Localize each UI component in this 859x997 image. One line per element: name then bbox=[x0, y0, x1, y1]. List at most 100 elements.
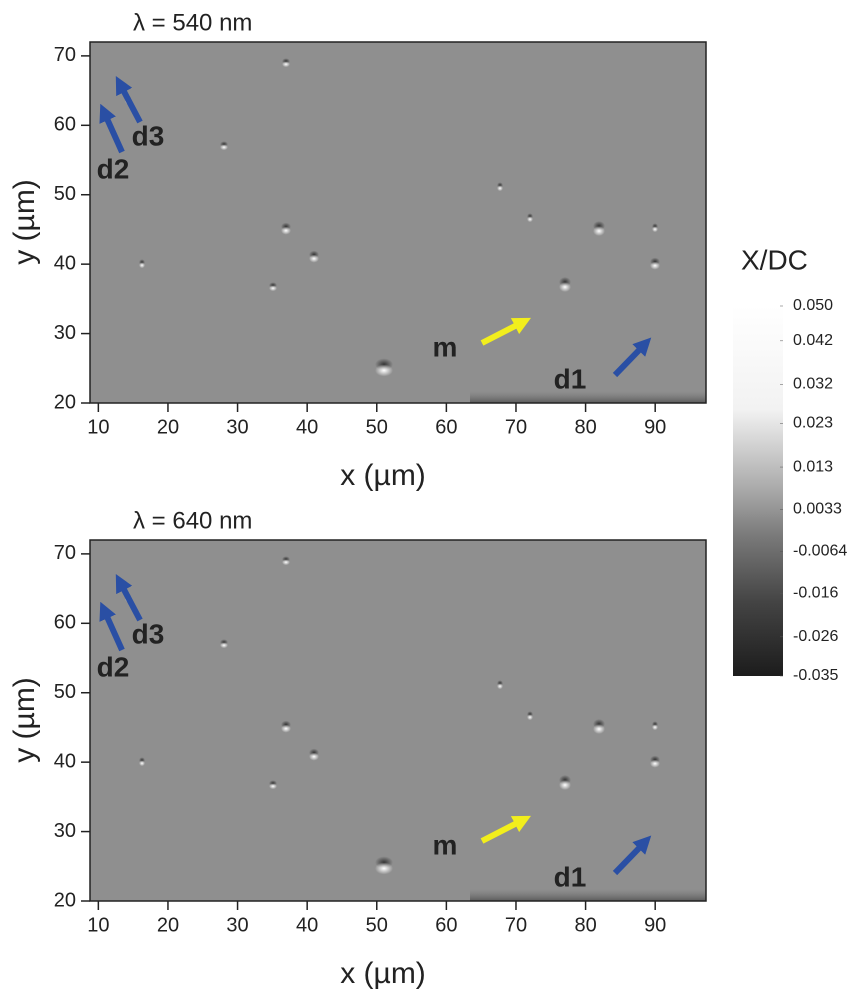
image-spot-bright bbox=[375, 364, 393, 377]
colorbar bbox=[733, 306, 783, 676]
x-tick-label: 60 bbox=[435, 914, 457, 936]
x-tick-label: 40 bbox=[296, 914, 318, 936]
x-tick-label: 30 bbox=[226, 914, 248, 936]
heatmap-image bbox=[90, 540, 706, 901]
colorbar-tick-label: -0.026 bbox=[793, 628, 838, 645]
annotation-arrow bbox=[612, 337, 652, 378]
annotation-arrow bbox=[612, 835, 652, 876]
y-tick-label: 40 bbox=[54, 750, 76, 772]
chart-title: λ = 640 nm bbox=[133, 507, 252, 534]
image-spot-bright bbox=[652, 724, 658, 731]
x-tick-label: 80 bbox=[574, 416, 596, 438]
image-spot-bright bbox=[281, 226, 291, 235]
colorbar-tick-label: 0.013 bbox=[793, 458, 833, 475]
y-tick-label: 60 bbox=[54, 612, 76, 634]
annotation-arrow bbox=[99, 103, 125, 154]
image-spot-bright bbox=[309, 752, 319, 761]
heatmap-image bbox=[90, 42, 706, 403]
y-tick-label: 70 bbox=[54, 44, 76, 66]
image-spot-bright bbox=[282, 61, 290, 68]
image-spot-bright bbox=[559, 780, 571, 790]
annotation-arrow bbox=[115, 76, 143, 124]
image-band bbox=[470, 391, 706, 403]
colorbar-tick-label: 0.032 bbox=[793, 376, 833, 393]
y-tick-label: 30 bbox=[54, 820, 76, 842]
annotation: d3 bbox=[132, 618, 165, 649]
colorbar-tick-label: 0.050 bbox=[793, 297, 833, 314]
x-tick-label: 10 bbox=[87, 914, 109, 936]
x-tick-label: 90 bbox=[644, 914, 666, 936]
y-tick-label: 70 bbox=[54, 542, 76, 564]
annotation: m bbox=[433, 829, 458, 860]
image-spot-bright bbox=[652, 226, 658, 233]
y-tick-label: 40 bbox=[54, 252, 76, 274]
y-tick-label: 20 bbox=[54, 391, 76, 413]
colorbar-tick-label: -0.0064 bbox=[793, 543, 847, 560]
y-axis-label: y (µm) bbox=[8, 179, 41, 265]
image-spot-bright bbox=[497, 683, 503, 690]
image-spot-bright bbox=[139, 262, 145, 269]
plot-frame bbox=[89, 41, 707, 404]
image-spot-bright bbox=[220, 642, 228, 649]
image-spot-bright bbox=[559, 282, 571, 292]
annotation: d1 bbox=[554, 363, 587, 394]
image-spot-bright bbox=[220, 144, 228, 151]
annotation: d3 bbox=[132, 120, 165, 151]
annotation: m bbox=[433, 331, 458, 362]
annotation: d1 bbox=[554, 861, 587, 892]
x-tick-label: 80 bbox=[574, 914, 596, 936]
colorbar-tick-label: 0.023 bbox=[793, 415, 833, 432]
x-tick-label: 70 bbox=[505, 914, 527, 936]
annotation-arrow bbox=[480, 815, 532, 844]
x-tick-label: 50 bbox=[366, 416, 388, 438]
x-tick-label: 90 bbox=[644, 416, 666, 438]
image-spot-bright bbox=[650, 261, 660, 270]
x-axis-label: x (µm) bbox=[340, 957, 426, 990]
annotation-arrow bbox=[115, 574, 143, 622]
x-tick-label: 10 bbox=[87, 416, 109, 438]
colorbar-label: X/DC bbox=[741, 244, 808, 275]
x-tick-label: 20 bbox=[157, 914, 179, 936]
image-spot-bright bbox=[309, 254, 319, 263]
image-spot-bright bbox=[527, 216, 533, 223]
image-spot-bright bbox=[269, 285, 277, 292]
image-spot-bright bbox=[281, 724, 291, 733]
chart-title: λ = 540 nm bbox=[133, 9, 252, 36]
x-tick-label: 20 bbox=[157, 416, 179, 438]
x-tick-label: 40 bbox=[296, 416, 318, 438]
image-spot-bright bbox=[375, 862, 393, 875]
image-band bbox=[470, 889, 706, 901]
y-tick-label: 50 bbox=[54, 183, 76, 205]
y-tick-label: 50 bbox=[54, 681, 76, 703]
x-tick-label: 70 bbox=[505, 416, 527, 438]
image-spot-bright bbox=[269, 783, 277, 790]
image-spot-bright bbox=[650, 759, 660, 768]
colorbar-tick-label: 0.042 bbox=[793, 332, 833, 349]
heatmap-panel bbox=[89, 539, 707, 902]
y-tick-label: 20 bbox=[54, 889, 76, 911]
x-tick-label: 60 bbox=[435, 416, 457, 438]
colorbar-tick-label: -0.016 bbox=[793, 585, 838, 602]
y-tick-label: 30 bbox=[54, 322, 76, 344]
annotation: d2 bbox=[97, 651, 130, 682]
x-axis-label: x (µm) bbox=[340, 459, 426, 492]
y-axis-label: y (µm) bbox=[8, 677, 41, 763]
heatmap-panel bbox=[89, 41, 707, 404]
image-spot-bright bbox=[593, 226, 605, 236]
y-tick-label: 60 bbox=[54, 114, 76, 136]
annotation-arrow bbox=[480, 317, 532, 346]
image-spot-bright bbox=[139, 760, 145, 767]
image-spot-bright bbox=[593, 724, 605, 734]
annotation: d2 bbox=[97, 153, 130, 184]
image-spot-bright bbox=[497, 185, 503, 192]
x-tick-label: 30 bbox=[226, 416, 248, 438]
colorbar-tick-label: 0.0033 bbox=[793, 501, 842, 518]
plot-frame bbox=[89, 539, 707, 902]
annotation-arrow bbox=[99, 601, 125, 652]
colorbar-tick-label: -0.035 bbox=[793, 667, 838, 684]
image-spot-bright bbox=[527, 714, 533, 721]
x-tick-label: 50 bbox=[366, 914, 388, 936]
image-spot-bright bbox=[282, 559, 290, 566]
